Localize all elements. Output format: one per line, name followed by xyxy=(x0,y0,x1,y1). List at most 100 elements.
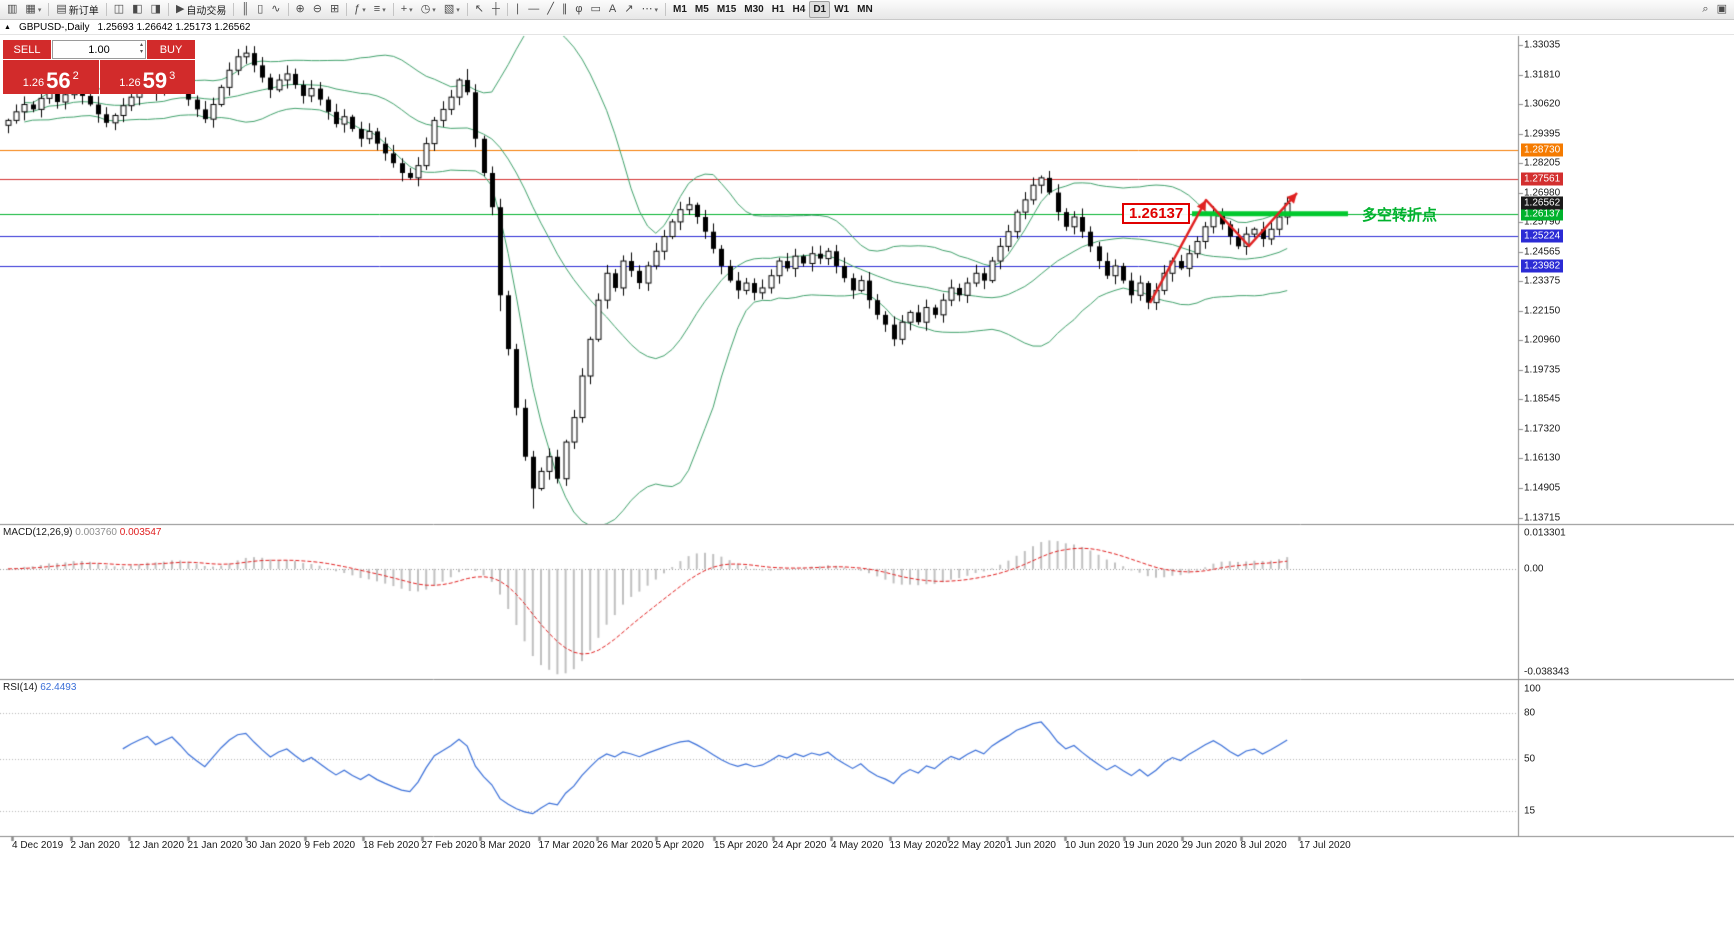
volume-spinner[interactable]: ▴ ▾ xyxy=(140,42,143,56)
zoom-out-button[interactable]: ⊖ xyxy=(309,1,326,18)
tile-windows-button[interactable]: ⊞ xyxy=(326,1,343,18)
macd-main-value: 0.003760 xyxy=(75,527,117,538)
toolbar-label: H1 xyxy=(771,4,785,15)
line-chart-button[interactable]: ∿ xyxy=(267,1,284,18)
data-window-button[interactable]: ◧ xyxy=(128,1,146,18)
chevron-down-icon: ▾ xyxy=(362,6,366,14)
periods-button[interactable]: ◷ ▾ xyxy=(417,1,440,18)
spin-down-icon[interactable]: ▾ xyxy=(139,49,143,55)
chart-title-bar[interactable]: ▲ GBPUSD-,Daily 1.25693 1.26642 1.25173 … xyxy=(0,21,1734,35)
toolbar-label: M30 xyxy=(744,4,764,15)
add-indicator-icon: + xyxy=(400,3,408,15)
chart-tab-icon: ▲ xyxy=(4,24,11,31)
toolbar-label: W1 xyxy=(834,4,850,15)
cursor-button[interactable]: ↖ xyxy=(471,1,488,18)
chart-ohlc: 1.25693 1.26642 1.25173 1.26562 xyxy=(97,22,251,33)
toolbar-separator xyxy=(233,3,235,16)
market-watch-button[interactable]: ◫ xyxy=(110,1,128,18)
horizontal-line-icon: ― xyxy=(528,3,540,15)
auto-trading-button[interactable]: ▶ 自动交易 xyxy=(172,1,230,18)
volume-value: 1.00 xyxy=(88,43,110,56)
macd-label: MACD(12,26,9) 0.003760 0.003547 xyxy=(3,527,161,538)
arrow-tools-button[interactable]: ↗ xyxy=(620,1,637,18)
crosshair-icon: ┼ xyxy=(491,3,500,15)
toolbar: ▥ ▦ ▾ ▤ 新订单 ◫ ◧ ◨ ▶ 自动交易 ║ ▯ ∿ ⊕ ⊖ ⊞ ƒ ▾ ≡ ▾ + ▾ ◷ ▾ ▧ ▾ ↖ ┼ ∣ ― ╱ ∥ φ ▭ A… xyxy=(0,0,1734,20)
equidistant-channel-icon: ∥ xyxy=(561,3,568,15)
toolbar-separator xyxy=(287,3,289,16)
profiles-icon: ▦ xyxy=(25,3,36,15)
market-watch-icon: ◫ xyxy=(113,3,125,15)
add-indicator-button[interactable]: + ▾ xyxy=(397,1,417,18)
buy-button[interactable]: BUY xyxy=(147,40,195,59)
buy-price-prefix: 1.26 xyxy=(119,77,141,89)
fibonacci-retracement-button[interactable]: φ xyxy=(571,1,586,18)
search-icon: ⌕ xyxy=(1702,3,1709,15)
toolbar-label: 自动交易 xyxy=(186,6,227,17)
trendline-button[interactable]: ╱ xyxy=(543,1,558,18)
macd-signal-value: 0.003547 xyxy=(119,527,162,538)
cursor-icon: ↖ xyxy=(474,3,484,15)
candlestick-chart-button[interactable]: ▯ xyxy=(253,1,267,18)
docking-button[interactable]: ▣ xyxy=(1713,1,1731,18)
shapes-button[interactable]: ▭ xyxy=(587,1,605,18)
timeframe-H1-button[interactable]: H1 xyxy=(768,1,789,18)
text-label-icon: A xyxy=(608,3,617,15)
timeframe-D1-button[interactable]: D1 xyxy=(809,1,831,18)
new-chart-button[interactable]: ▥ xyxy=(3,1,21,18)
arrow-tools-icon: ↗ xyxy=(624,3,634,15)
text-label-button[interactable]: A xyxy=(605,1,620,18)
candlestick-chart-icon: ▯ xyxy=(257,3,264,15)
annotation-text[interactable]: 多空转折点 xyxy=(1362,207,1438,224)
profiles-button[interactable]: ▦ ▾ xyxy=(21,1,45,18)
toolbar-separator xyxy=(665,3,666,16)
toolbar-separator xyxy=(167,3,169,16)
spin-up-icon[interactable]: ▴ xyxy=(139,42,143,48)
crosshair-button[interactable]: ┼ xyxy=(488,1,504,18)
timeframe-H4-button[interactable]: H4 xyxy=(789,1,810,18)
timeframe-M15-button[interactable]: M15 xyxy=(713,1,740,18)
bar-chart-button[interactable]: ║ xyxy=(237,1,253,18)
toolbar-label: M5 xyxy=(694,4,709,15)
data-window-icon: ◧ xyxy=(132,3,143,15)
sell-price-big: 56 xyxy=(46,68,71,93)
vertical-line-icon: ∣ xyxy=(514,3,521,15)
sell-price[interactable]: 1.26 56 2 xyxy=(3,60,99,94)
horizontal-line-button[interactable]: ― xyxy=(524,1,543,18)
rsi-name: RSI(14) xyxy=(3,682,38,693)
fibonacci-retracement-icon: φ xyxy=(575,3,583,15)
timeframe-MN-button[interactable]: MN xyxy=(853,1,877,18)
buy-price[interactable]: 1.26 59 3 xyxy=(99,60,195,94)
zoom-in-icon: ⊕ xyxy=(295,3,305,15)
buy-price-big: 59 xyxy=(142,68,168,93)
toolbar-label: MN xyxy=(857,4,873,15)
timeframe-M1-button[interactable]: M1 xyxy=(669,1,691,18)
search-button[interactable]: ⌕ xyxy=(1698,1,1712,18)
line-chart-icon: ∿ xyxy=(271,3,281,15)
zoom-in-button[interactable]: ⊕ xyxy=(292,1,309,18)
toolbar-label: D1 xyxy=(813,4,827,15)
equidistant-channel-button[interactable]: ∥ xyxy=(558,1,572,18)
price-callout[interactable]: 1.26137 xyxy=(1122,203,1191,224)
new-order-icon: ▤ xyxy=(56,3,67,15)
periods-icon: ◷ xyxy=(420,3,431,15)
chart-symbol-period: GBPUSD-,Daily xyxy=(18,22,90,33)
rsi-value: 62.4493 xyxy=(40,682,77,693)
timeframe-M5-button[interactable]: M5 xyxy=(691,1,713,18)
volume-input[interactable]: 1.00 ▴ ▾ xyxy=(52,40,146,59)
new-order-button[interactable]: ▤ 新订单 xyxy=(52,1,102,18)
chevron-down-icon: ▾ xyxy=(654,6,658,14)
indicators-button[interactable]: ƒ ▾ xyxy=(350,1,370,18)
more-objects-button[interactable]: ⋯ ▾ xyxy=(637,1,662,18)
timeframe-M30-button[interactable]: M30 xyxy=(740,1,767,18)
chevron-down-icon: ▾ xyxy=(456,6,460,14)
sell-button[interactable]: SELL xyxy=(3,40,51,59)
toolbar-separator xyxy=(506,3,508,16)
vertical-line-button[interactable]: ∣ xyxy=(511,1,525,18)
navigator-button[interactable]: ◨ xyxy=(147,1,165,18)
chevron-down-icon: ▾ xyxy=(37,6,42,14)
trendline-icon: ╱ xyxy=(547,3,554,15)
templates-button[interactable]: ▧ ▾ xyxy=(440,1,464,18)
timeframe-W1-button[interactable]: W1 xyxy=(830,1,853,18)
objects-list-button[interactable]: ≡ ▾ xyxy=(370,1,390,18)
